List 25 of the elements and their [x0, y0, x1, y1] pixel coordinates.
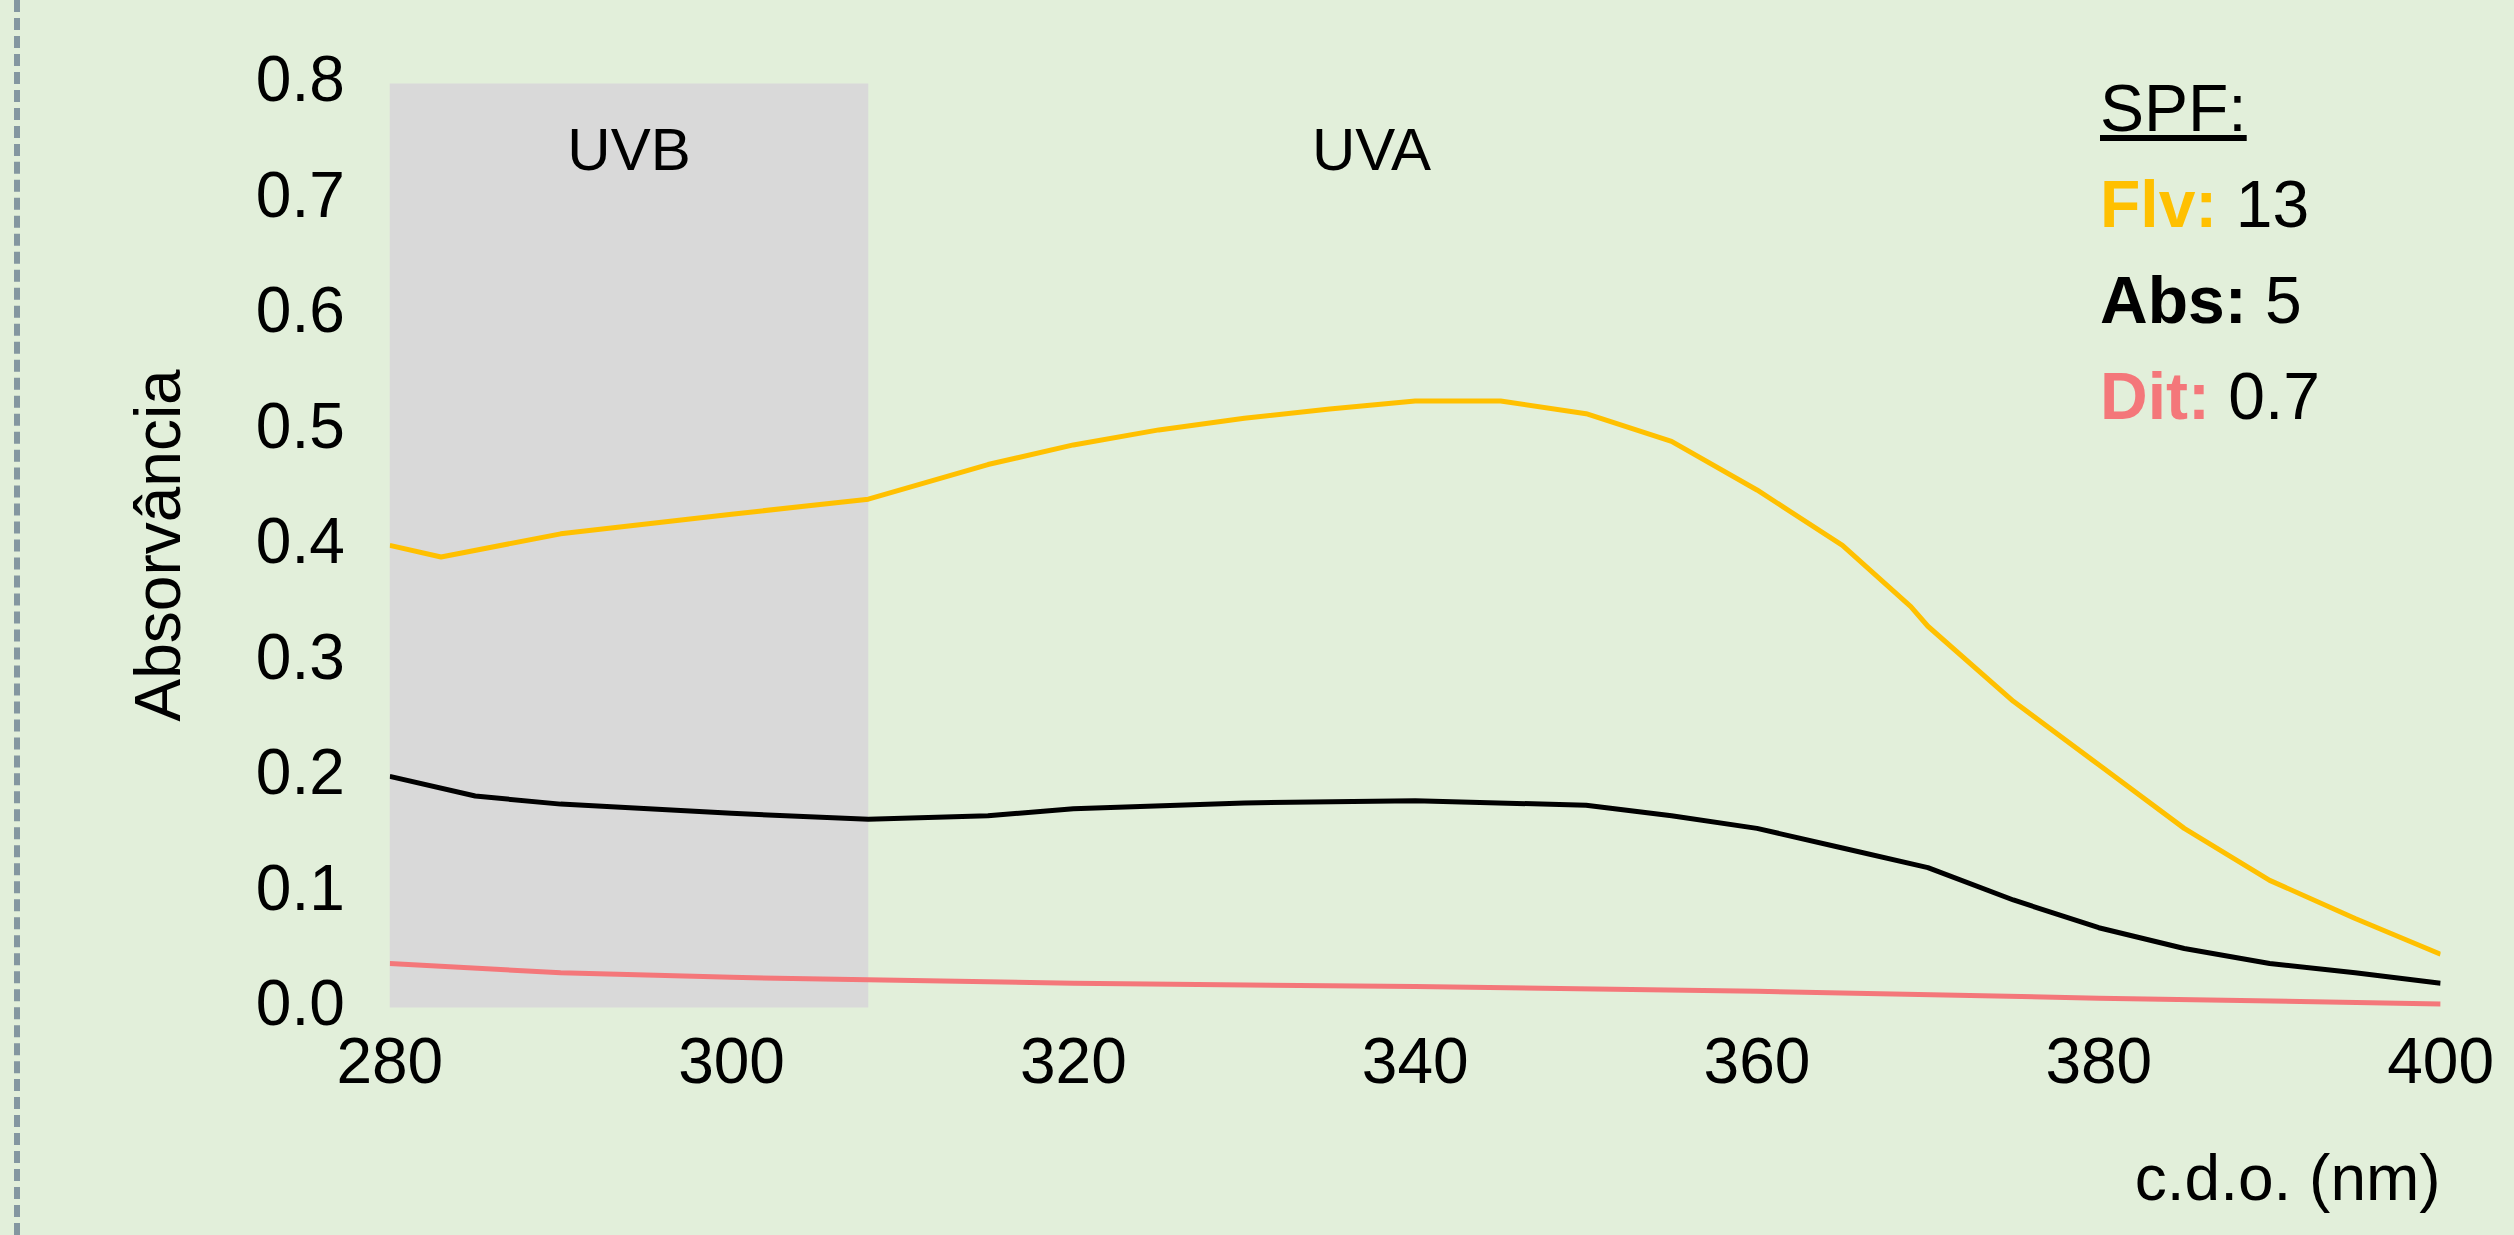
- x-tick-label: 340: [1361, 1025, 1469, 1098]
- y-tick-label: 0.7: [255, 158, 345, 231]
- x-tick-label: 360: [1703, 1025, 1811, 1098]
- x-axis-title: c.d.o. (nm): [2134, 1142, 2441, 1215]
- y-tick-label: 0.2: [255, 736, 345, 809]
- text: Abs:: [2100, 263, 2247, 337]
- x-tick-label: 300: [678, 1025, 785, 1098]
- y-tick-label: 0.4: [255, 505, 345, 578]
- y-tick-label: 0.1: [255, 851, 345, 924]
- annotation: 0.7: [2228, 359, 2321, 433]
- annotation: UVA: [1311, 115, 1431, 183]
- annotation: 13: [2235, 167, 2310, 241]
- x-tick-label: 320: [1019, 1025, 1127, 1098]
- text: Dit:: [2100, 359, 2210, 433]
- text: Flv:: [2100, 167, 2218, 241]
- y-tick-label: 0.3: [255, 620, 345, 693]
- y-tick-label: 0.5: [255, 389, 345, 462]
- annotation: 5: [2265, 263, 2302, 337]
- y-tick-label: 0.6: [255, 274, 345, 347]
- band-label: UVB: [567, 115, 691, 183]
- x-tick-label: 380: [2045, 1025, 2153, 1098]
- x-tick-label: 400: [2387, 1025, 2494, 1098]
- legend-title: SPF:: [2100, 70, 2248, 147]
- y-axis-title: Absorvância: [122, 368, 195, 722]
- y-tick-label: 0.8: [255, 43, 345, 116]
